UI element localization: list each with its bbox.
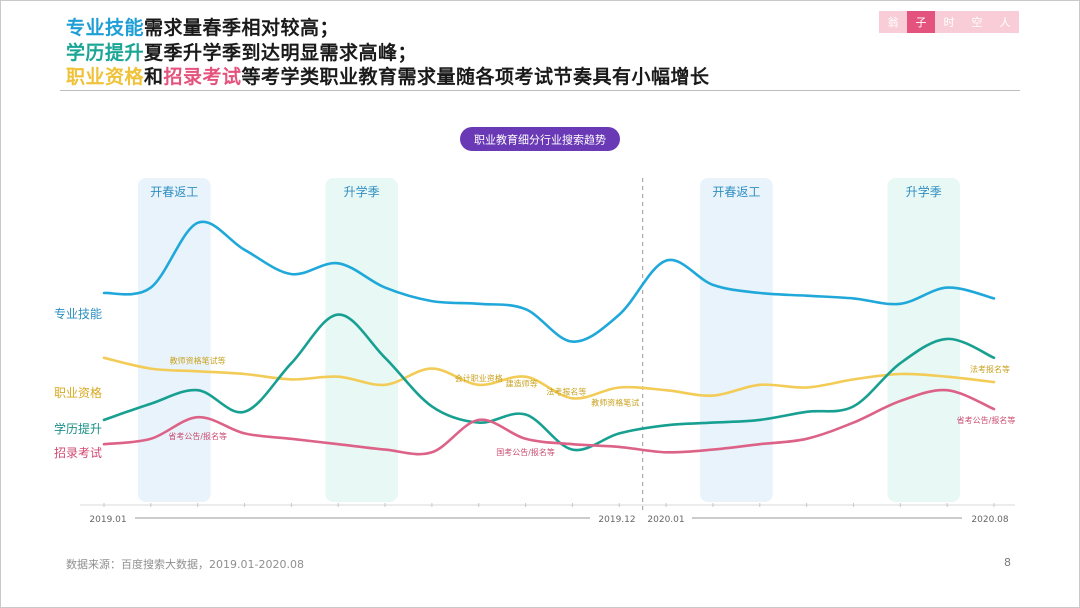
chart-title-badge [460,127,620,151]
headline-line-1: 专业技能需求量春季相对较高； [66,13,339,40]
x-tick-label: 2019.12 [598,515,635,525]
chart-annotation: 法考报名等 [546,386,586,396]
x-tick-label: 2020.08 [971,515,1008,525]
season-label: 开春返工 [150,185,198,199]
series-line-education [102,313,996,452]
series-label-education: 学历提升 [54,421,102,436]
chart-annotation: 会计职业资格 [455,373,503,383]
headline-text-2: 夏季升学季到达明显需求高峰； [144,42,418,64]
chart-title: 职业教育细分行业搜索趋势 [474,133,606,147]
headline-highlight-qualification: 职业资格 [66,66,145,88]
headline-text-1: 需求量春季相对较高； [144,17,340,39]
logo-char: 时 [935,11,963,33]
headline-text-3b: 等考学类职业教育需求量随各项考试节奏具有小幅增长 [241,66,710,88]
chart-annotation: 教师资格笔试等 [170,355,226,365]
logo-char: 人 [991,11,1019,33]
x-tick-label: 2019.01 [89,515,126,525]
headline-text-3a: 和 [144,66,164,88]
season-band [700,178,773,502]
season-label: 升学季 [906,184,942,199]
season-band [887,178,961,502]
chart-annotation: 建造师等 [506,379,538,389]
series-label-exam: 招录考试 [54,445,102,460]
series-line-skill [102,220,996,343]
series-line-qualification [102,356,996,400]
brand-logo: 翁 子 时 空 人 [879,11,1019,33]
page-number: 8 [1004,556,1011,569]
season-label: 开春返工 [712,185,760,199]
logo-char: 子 [907,11,935,33]
chart-annotation: 省考公告/报名等 [957,415,1016,425]
chart-annotation: 国考公告/报名等 [496,447,555,457]
series-line-exam [102,388,996,456]
season-band [325,178,398,502]
x-tick-label: 2020.01 [647,515,684,525]
chart-annotation: 省考公告/报名等 [168,431,227,441]
headline-highlight-exam: 招录考试 [163,66,242,88]
header-divider [60,90,1020,91]
series-label-skill: 专业技能 [54,306,102,321]
headline-line-2: 学历提升夏季升学季到达明显需求高峰； [66,38,417,65]
logo-char: 空 [963,11,991,33]
chart-annotation: 教师资格笔试 [591,398,639,408]
data-source: 数据来源：百度搜索大数据，2019.01-2020.08 [66,558,304,571]
chart-annotation: 法考报名等 [970,364,1010,374]
logo-char: 翁 [879,11,907,33]
headline-highlight-education: 学历提升 [66,42,145,64]
series-label-qualification: 职业资格 [54,385,102,400]
headline-highlight-skill: 专业技能 [66,17,145,39]
season-label: 升学季 [344,184,380,199]
headline-line-3: 职业资格和招录考试等考学类职业教育需求量随各项考试节奏具有小幅增长 [66,62,710,89]
season-band [137,178,211,502]
